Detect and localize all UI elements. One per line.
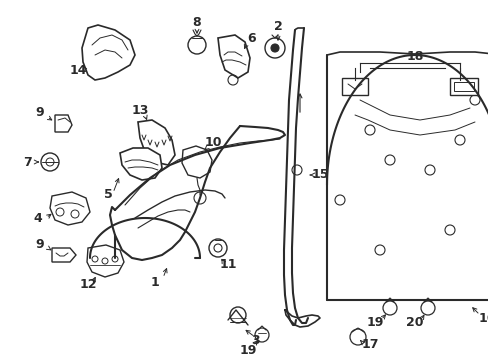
Text: 6: 6 xyxy=(247,31,256,45)
Text: 19: 19 xyxy=(239,343,256,356)
Text: 19: 19 xyxy=(366,315,383,328)
Text: 10: 10 xyxy=(204,136,221,149)
Polygon shape xyxy=(449,78,477,95)
Text: 14: 14 xyxy=(69,63,86,77)
Text: 8: 8 xyxy=(192,15,201,28)
Text: 5: 5 xyxy=(103,189,112,202)
Text: 17: 17 xyxy=(361,338,378,351)
Text: 20: 20 xyxy=(406,315,423,328)
Text: 7: 7 xyxy=(23,156,32,168)
Polygon shape xyxy=(182,146,212,178)
Polygon shape xyxy=(55,115,72,132)
Text: 4: 4 xyxy=(34,211,42,225)
Text: 2: 2 xyxy=(273,21,282,33)
Polygon shape xyxy=(82,25,135,80)
Circle shape xyxy=(270,44,279,52)
Text: 3: 3 xyxy=(250,333,259,346)
Polygon shape xyxy=(50,192,90,225)
Polygon shape xyxy=(218,35,249,78)
Polygon shape xyxy=(453,82,473,91)
Text: 13: 13 xyxy=(131,104,148,117)
Text: 18: 18 xyxy=(406,50,423,63)
Text: 9: 9 xyxy=(36,105,44,118)
Text: 9: 9 xyxy=(36,238,44,252)
Text: 12: 12 xyxy=(79,279,97,292)
Polygon shape xyxy=(341,78,367,95)
Text: 1: 1 xyxy=(150,275,159,288)
Text: 15: 15 xyxy=(311,168,328,181)
Text: 16: 16 xyxy=(477,311,488,324)
Polygon shape xyxy=(138,120,175,165)
Polygon shape xyxy=(52,248,76,262)
Text: 11: 11 xyxy=(219,258,236,271)
Polygon shape xyxy=(87,245,124,277)
Polygon shape xyxy=(120,148,162,180)
